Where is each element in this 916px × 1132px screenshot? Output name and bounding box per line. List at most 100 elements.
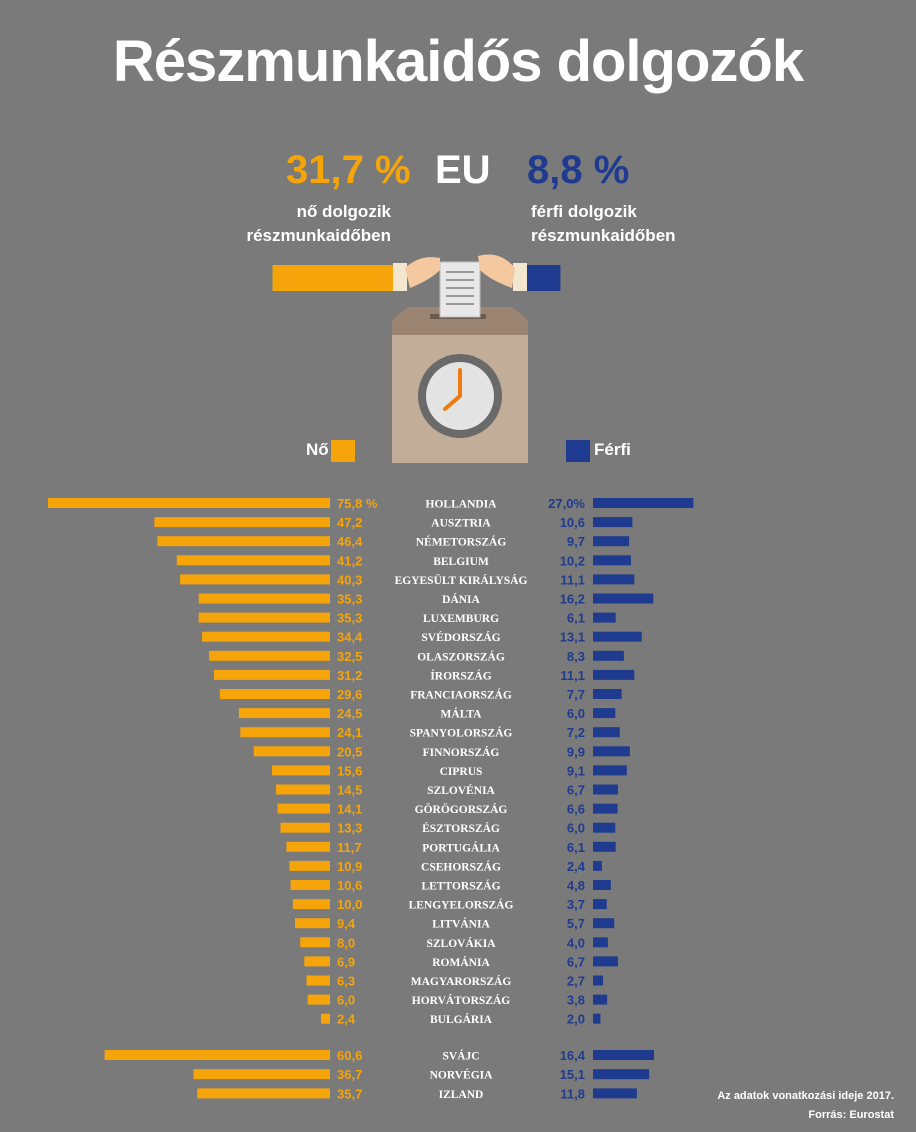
value-label-men: 6,0 [567,706,585,721]
bar-men-16 [593,803,618,814]
value-label-women: 8,0 [337,935,355,950]
value-label-women: 34,4 [337,630,363,645]
men-caption-line-2: részmunkaidőben [531,226,676,245]
category-label: LENGYELORSZÁG [409,898,514,912]
bar-men-23 [593,937,608,948]
category-label: ROMÁNIA [432,955,490,969]
bar-men-6 [593,612,616,623]
value-label-women: 35,7 [337,1086,362,1101]
hand-icon [393,257,440,291]
bar-women-25 [306,975,330,986]
category-label: LETTORSZÁG [421,879,500,893]
category-label: MAGYARORSZÁG [411,974,512,988]
value-label-men: 10,6 [560,515,585,530]
bar-men-24 [593,956,618,967]
value-label-women: 46,4 [337,534,363,549]
value-label-women: 15,6 [337,763,362,778]
bar-women-17 [280,822,330,833]
value-label-men: 9,1 [567,763,585,778]
category-label: SPANYOLORSZÁG [410,726,513,740]
value-label-men: 11,8 [560,1086,585,1101]
bar-men-12 [593,727,620,738]
bar-men-20 [593,880,611,890]
category-label: AUSZTRIA [431,518,491,530]
women-caption-line-2: részmunkaidőben [246,226,391,245]
value-label-women: 47,2 [337,515,362,530]
value-label-women: 75,8 % [337,496,378,511]
category-label: FRANCIAORSZÁG [410,688,512,702]
value-label-men: 13,1 [560,630,585,645]
bar-men-5 [593,593,654,604]
bar-men-26 [593,994,608,1005]
value-label-men: 6,1 [567,611,585,626]
bar-women-21 [292,899,330,910]
women-caption: nő dolgozik részmunkaidőben [246,200,391,248]
value-label-men: 16,4 [560,1048,586,1063]
region-label: EU [435,148,491,192]
bar-women-8 [209,650,330,661]
value-label-women: 60,6 [337,1048,362,1063]
bar-men-1 [593,517,633,528]
category-label: BULGÁRIA [430,1012,493,1026]
bar-women-23 [300,937,330,948]
category-label: ÉSZTORSZÁG [422,821,500,835]
value-label-men: 15,1 [560,1067,585,1082]
bar-women-16 [277,803,330,814]
value-label-men: 2,4 [567,859,586,874]
category-label: EGYESÜLT KIRÁLYSÁG [395,573,528,587]
value-label-men: 7,7 [567,687,585,702]
bar-men-28 [593,1050,655,1060]
bar-men-25 [593,975,604,986]
value-label-men: 9,7 [567,534,585,549]
value-label-women: 41,2 [337,553,362,568]
clock-icon [418,354,502,438]
category-label: BELGIUM [433,556,489,568]
category-label: SVÁJC [442,1049,479,1063]
value-label-men: 6,7 [567,783,585,798]
bar-women-5 [198,593,330,604]
bar-women-7 [202,631,330,642]
value-label-women: 36,7 [337,1067,362,1082]
category-label: MÁLTA [441,707,483,721]
value-label-men: 4,0 [567,935,585,950]
page-title: Részmunkaidős dolgozók [112,29,804,94]
bar-women-27 [321,1013,330,1024]
value-label-men: 7,2 [567,725,585,740]
data-period-note: Az adatok vonatkozási ideje 2017. [717,1090,894,1102]
value-label-women: 6,3 [337,974,355,989]
value-label-women: 11,7 [337,840,362,855]
value-label-women: 40,3 [337,572,362,587]
value-label-women: 32,5 [337,649,362,664]
value-label-men: 6,6 [567,802,585,817]
summary-bars [272,265,561,291]
bar-women-14 [271,765,330,776]
value-label-men: 10,2 [560,553,585,568]
bar-women-11 [238,708,330,719]
legend-women-swatch [331,440,355,462]
bar-women-3 [176,555,330,566]
value-label-women: 13,3 [337,821,362,836]
legend-men-label: Férfi [594,440,631,459]
value-label-men: 9,9 [567,744,585,759]
bar-men-0 [593,498,694,508]
category-label: SZLOVÁKIA [426,936,496,950]
category-label: HOLLANDIA [426,499,498,511]
summary-bar-women [272,265,393,291]
source-note: Forrás: Eurostat [808,1109,894,1121]
value-label-men: 6,0 [567,821,585,836]
bar-women-24 [304,956,330,967]
value-label-women: 35,3 [337,592,362,607]
bar-women-15 [276,784,330,795]
bar-women-12 [240,727,330,738]
bar-men-29 [593,1069,650,1080]
value-label-women: 10,0 [337,897,362,912]
value-label-men: 11,1 [560,572,585,587]
category-label: SZLOVÉNIA [427,783,495,797]
value-label-women: 24,1 [337,725,362,740]
bar-men-14 [593,765,627,776]
bar-women-2 [157,536,330,547]
value-label-men: 8,3 [567,649,585,664]
bar-women-6 [198,612,330,623]
value-label-women: 20,5 [337,744,362,759]
value-label-women: 10,6 [337,878,362,893]
